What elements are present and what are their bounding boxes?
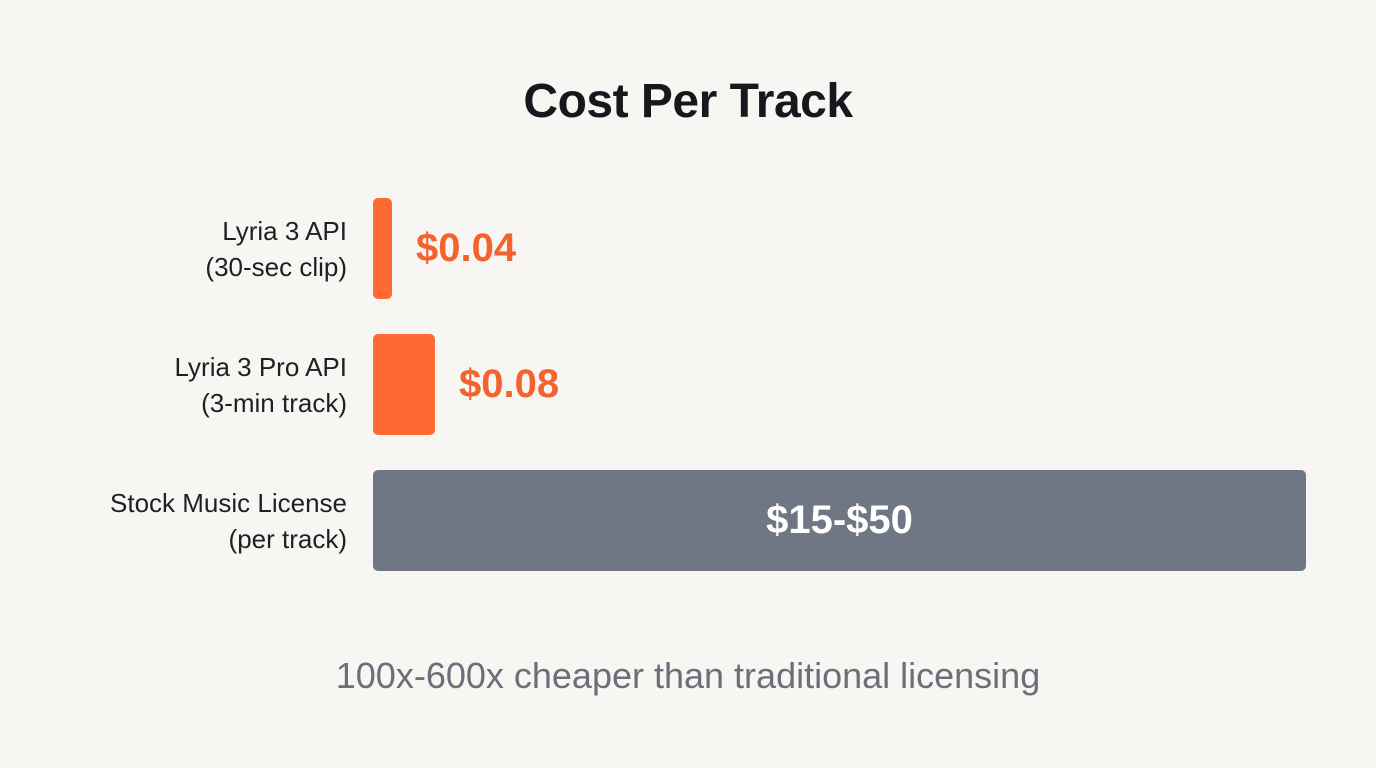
chart-title: Cost Per Track [523,75,853,128]
row-label-line1: Stock Music License [110,488,347,518]
value-lyria3: $0.04 [416,226,517,270]
row-label-line1: Lyria 3 Pro API [174,352,347,382]
bar-lyria3 [373,198,392,299]
value-lyria3-pro: $0.08 [459,362,560,406]
row-label-line2: (30-sec clip) [205,252,347,282]
row-label-line2: (3-min track) [201,388,347,418]
row-label-line2: (per track) [228,524,347,554]
bar-stock-license: $15-$50 [373,470,1306,571]
footer-annotation: 100x-600x cheaper than traditional licen… [335,655,1041,696]
row-label-lyria3: Lyria 3 API (30-sec clip) [205,213,347,285]
row-label-stock: Stock Music License (per track) [110,485,347,557]
row-label-lyria3-pro: Lyria 3 Pro API (3-min track) [175,349,347,421]
value-stock-license: $15-$50 [766,498,913,542]
bar-lyria3-pro [373,334,435,435]
row-label-line1: Lyria 3 API [222,216,347,246]
